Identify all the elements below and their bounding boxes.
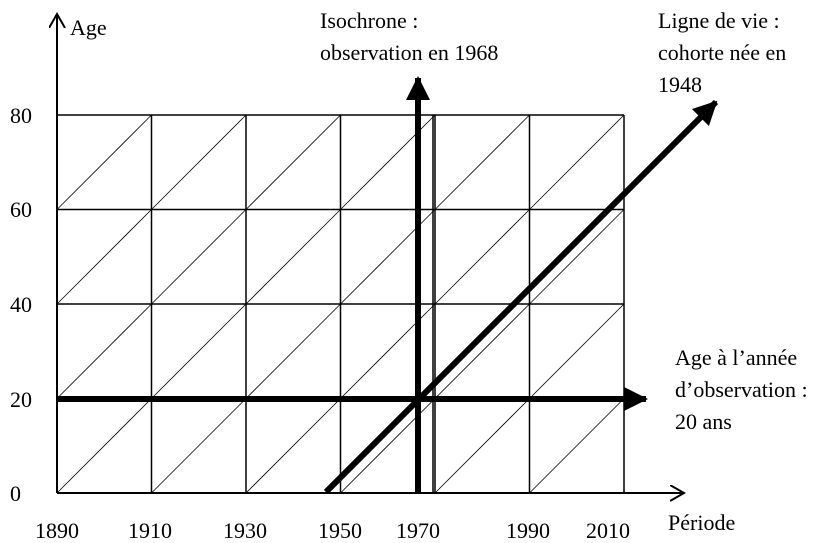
x-tick-label: 1950 (318, 518, 362, 543)
x-axis-title: Période (668, 510, 735, 535)
annotation: Isochrone : (320, 8, 418, 33)
annotation: Ligne de vie : (658, 8, 780, 33)
cell-diagonal (151, 303, 247, 399)
cell-diagonal (56, 114, 152, 210)
cell-diagonal (151, 209, 247, 305)
x-tick-label: 1970 (396, 518, 440, 543)
cell-diagonal (529, 209, 625, 305)
y-tick-label: 40 (10, 292, 32, 317)
cell-diagonal (529, 114, 625, 210)
cell-diagonal (56, 209, 152, 305)
annotation: observation en 1968 (320, 40, 498, 65)
x-tick-label: 2010 (586, 518, 630, 543)
x-tick-label: 1990 (506, 518, 550, 543)
cell-diagonal (56, 398, 152, 494)
y-tick-label: 60 (10, 197, 32, 222)
annotation: Age à l’année (675, 345, 797, 370)
x-tick-label: 1930 (223, 518, 267, 543)
cell-diagonal (245, 114, 341, 210)
x-tick-label: 1910 (128, 518, 172, 543)
cell-diagonal (245, 303, 341, 399)
lifeline-arrow (323, 99, 719, 495)
cell-diagonal (151, 114, 247, 210)
cell-diagonal (434, 398, 530, 494)
cell-diagonal (151, 398, 247, 494)
x-tick-label: 1890 (35, 518, 79, 543)
annotation: 20 ans (675, 409, 732, 434)
cell-diagonal (434, 114, 530, 210)
annotation: 1948 (658, 72, 702, 97)
annotation: d’observation : (675, 377, 808, 402)
cell-diagonal (245, 398, 341, 494)
cell-diagonal (434, 303, 530, 399)
cell-diagonal (434, 209, 530, 305)
cell-diagonal (56, 303, 152, 399)
y-tick-label: 20 (10, 387, 32, 412)
cell-diagonal (529, 303, 625, 399)
y-tick-label: 0 (10, 481, 21, 506)
y-tick-label: 80 (10, 103, 32, 128)
grid (56, 114, 625, 494)
y-axis-title: Age (70, 15, 107, 40)
cell-diagonal (529, 398, 625, 494)
cell-diagonal (245, 209, 341, 305)
annotation: cohorte née en (658, 40, 786, 65)
